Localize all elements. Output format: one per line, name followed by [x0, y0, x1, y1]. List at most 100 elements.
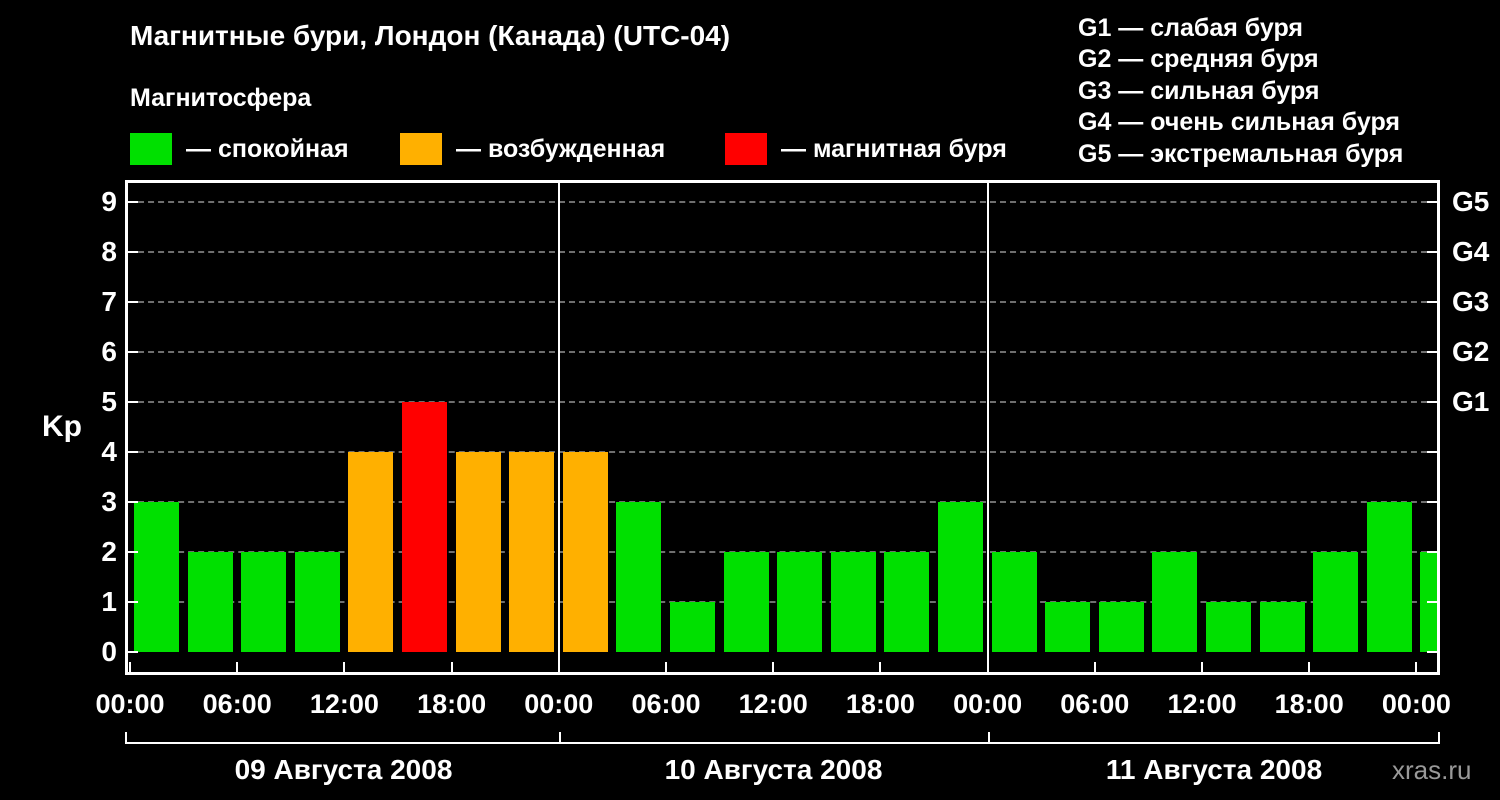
y-tick-label: 9 — [101, 186, 117, 217]
x-tick — [772, 662, 775, 672]
kp-bar — [723, 552, 769, 652]
y-tick-label: 1 — [101, 586, 117, 617]
x-tick — [1093, 662, 1096, 672]
y-tick-right — [1427, 501, 1437, 503]
y-tick-right — [1427, 451, 1437, 453]
g-scale-label: G1 — [1452, 386, 1490, 417]
quiet-label: — спокойная — [186, 134, 349, 163]
quiet-color-swatch — [130, 133, 172, 165]
y-tick-right — [1427, 351, 1437, 353]
kp-bar — [884, 552, 930, 652]
watermark: xras.ru — [1392, 755, 1472, 785]
kp-bar — [1152, 552, 1198, 652]
x-tick-label: 18:00 — [1274, 689, 1344, 719]
x-tick-label: 12:00 — [1167, 689, 1237, 719]
excited-color-swatch — [400, 133, 442, 165]
g3-legend-line: G3 — сильная буря — [1078, 76, 1320, 105]
kp-bar — [991, 552, 1037, 652]
day-label-3: 11 Августа 2008 — [1105, 754, 1323, 785]
x-tick-label: 00:00 — [953, 689, 1023, 719]
x-tick-label: 12:00 — [309, 689, 379, 719]
g4-legend-line: G4 — очень сильная буря — [1078, 108, 1400, 137]
chart-title: Магнитные бури, Лондон (Канада) (UTC-04) — [130, 20, 731, 51]
gridline — [128, 501, 1437, 503]
gridline — [128, 401, 1437, 403]
x-tick — [879, 662, 882, 672]
kp-bar — [187, 552, 233, 652]
x-tick-label: 00:00 — [524, 689, 594, 719]
g-scale-label: G5 — [1452, 186, 1490, 217]
y-tick-label: 7 — [101, 286, 117, 317]
g-scale-label: G3 — [1452, 286, 1490, 317]
g-scale-label: G4 — [1452, 236, 1490, 267]
x-tick-label: 18:00 — [845, 689, 915, 719]
kp-bar — [1045, 602, 1091, 652]
x-tick-label: 06:00 — [1060, 689, 1130, 719]
gridline — [128, 201, 1437, 203]
x-tick-label: 06:00 — [202, 689, 272, 719]
gridline — [128, 451, 1437, 453]
y-tick-left — [128, 301, 138, 303]
storm-color-swatch — [725, 133, 767, 165]
g2-legend-line: G2 — средняя буря — [1078, 45, 1319, 74]
gridline — [128, 301, 1437, 303]
kp-bar — [509, 452, 555, 652]
kp-bar — [134, 502, 179, 652]
y-tick-left — [128, 651, 138, 653]
kp-bar — [938, 502, 983, 652]
g5-legend-line: G5 — экстремальная буря — [1078, 139, 1404, 168]
x-tick-label: 18:00 — [417, 689, 487, 719]
y-tick-label: 5 — [101, 386, 117, 417]
legend-item-storm: — магнитная буря — [725, 132, 1007, 166]
x-tick — [343, 662, 346, 672]
gridline — [128, 351, 1437, 353]
kp-bar — [402, 402, 447, 652]
x-tick — [1415, 662, 1418, 672]
kp-bar — [294, 552, 340, 652]
y-tick-left — [128, 251, 138, 253]
y-tick-label: 3 — [101, 486, 117, 517]
y-tick-right — [1427, 401, 1437, 403]
day-separator-line — [557, 183, 560, 672]
kp-bar — [1259, 602, 1305, 652]
y-tick-right — [1427, 651, 1437, 653]
y-tick-label: 6 — [101, 336, 117, 367]
x-tick — [450, 662, 453, 672]
day-separator-line — [986, 183, 989, 672]
kp-bar — [1366, 502, 1412, 652]
storm-label: — магнитная буря — [781, 134, 1007, 163]
day-label-2: 10 Августа 2008 — [664, 754, 883, 785]
g-scale-label: G2 — [1452, 336, 1490, 367]
y-tick-label: 4 — [101, 436, 117, 467]
x-tick — [1201, 662, 1203, 672]
kp-bar — [1098, 602, 1144, 652]
excited-label: — возбужденная — [456, 134, 666, 163]
kp-bar — [616, 502, 662, 652]
y-tick-left — [128, 451, 138, 453]
y-axis-title: Kp — [42, 410, 82, 443]
x-tick-label: 00:00 — [95, 689, 165, 719]
bracket-tick-start — [125, 732, 127, 744]
y-tick-left — [128, 501, 138, 503]
y-tick-right — [1427, 601, 1437, 603]
kp-bar — [830, 552, 876, 652]
bracket-tick-day2 — [559, 732, 561, 744]
y-tick-label: 2 — [101, 536, 117, 567]
date-bracket-line — [125, 742, 1440, 744]
kp-bar — [562, 452, 608, 652]
g1-legend-line: G1 — слабая буря — [1078, 14, 1304, 42]
y-tick-left — [128, 351, 138, 353]
x-tick — [129, 662, 131, 672]
y-tick-right — [1427, 251, 1437, 253]
kp-bar — [1313, 552, 1359, 652]
kp-bar — [777, 552, 823, 652]
x-tick — [557, 662, 560, 672]
y-tick-right — [1427, 201, 1437, 203]
x-tick-label: 12:00 — [738, 689, 808, 719]
x-tick — [665, 662, 667, 672]
bracket-tick-end — [1438, 732, 1440, 744]
kp-bar — [455, 452, 501, 652]
plot-area — [125, 180, 1440, 675]
y-tick-right — [1427, 301, 1437, 303]
